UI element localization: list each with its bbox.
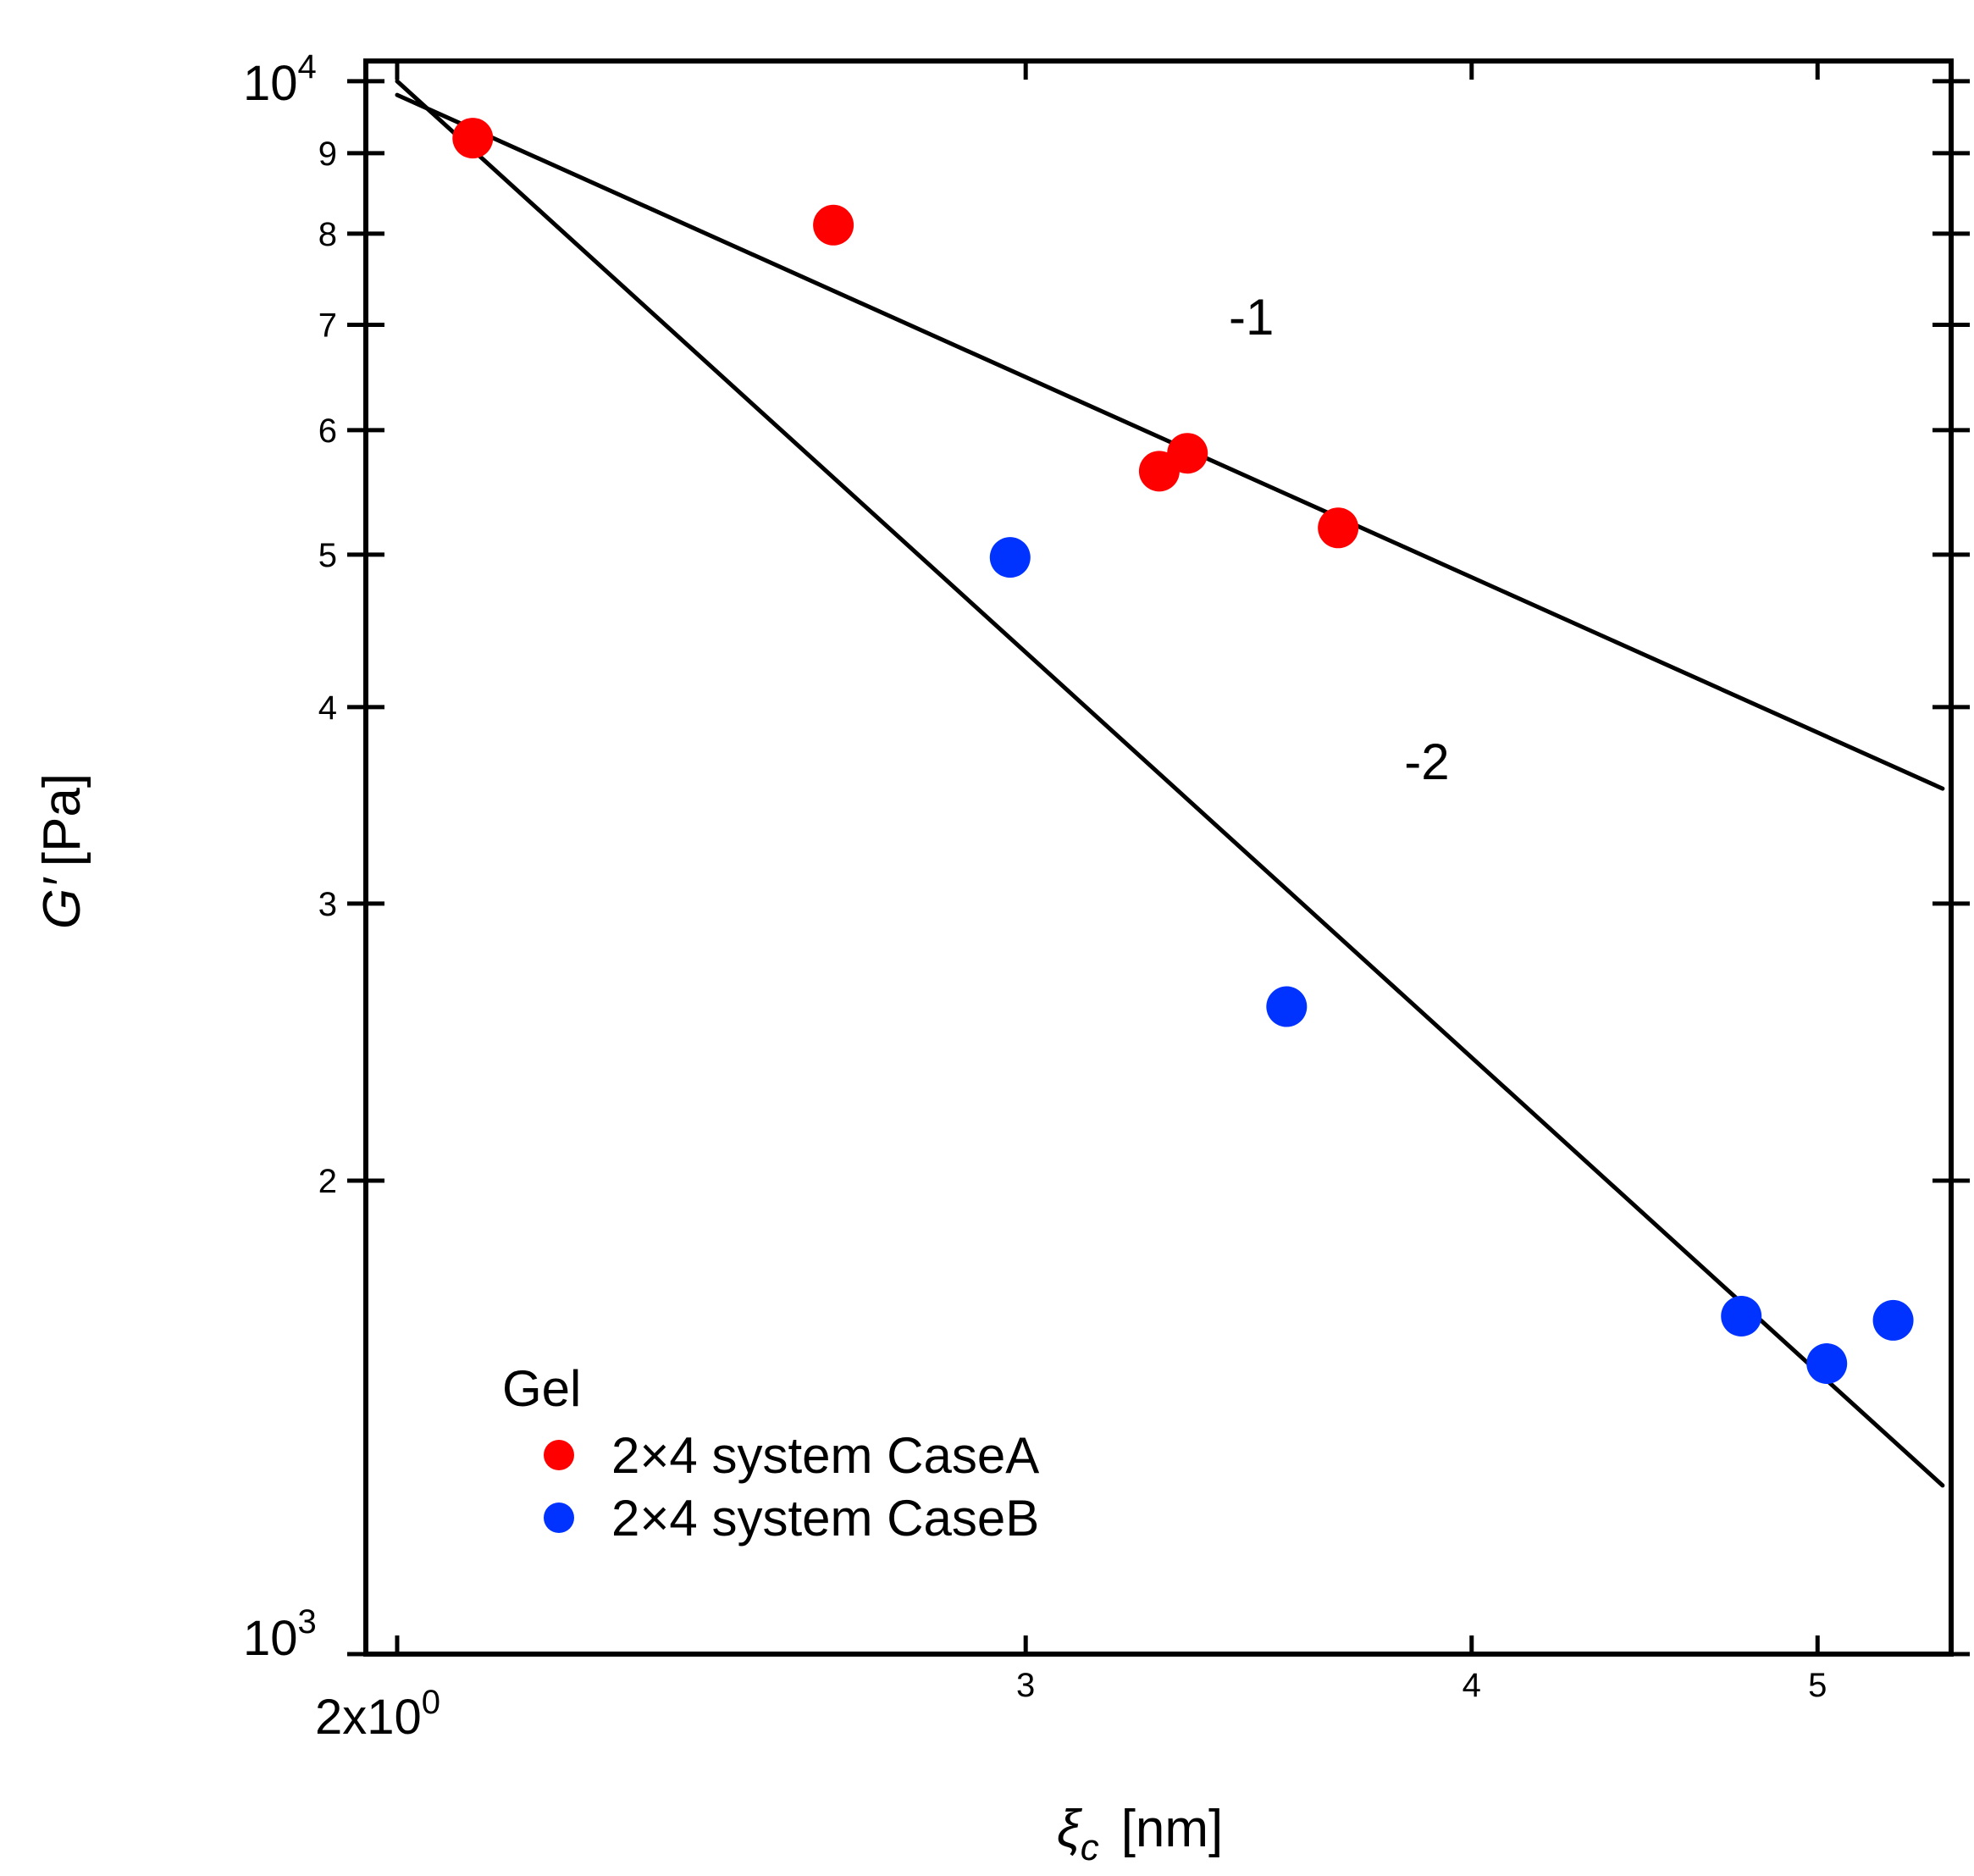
y-tick-label: 9 xyxy=(318,136,337,173)
y-decade-exponent: 4 xyxy=(298,48,317,86)
x-tick-label: 4 xyxy=(1463,1667,1481,1704)
x-tick-label: 5 xyxy=(1808,1667,1827,1704)
x-origin-base: 2x10 xyxy=(315,1690,422,1745)
y-tick-label: 2 xyxy=(318,1163,337,1200)
y-decade-exponent: 3 xyxy=(298,1603,317,1641)
y-tick-label: 7 xyxy=(318,307,337,345)
y-axis-title: G′ [Pa] xyxy=(33,773,91,929)
y-axis-symbol: G′ xyxy=(33,877,91,929)
plot-frame xyxy=(363,58,1954,1657)
x-axis-symbol: ξ xyxy=(1057,1800,1083,1858)
data-point-caseb xyxy=(1872,1299,1914,1341)
x-origin-exponent: 0 xyxy=(422,1684,440,1721)
legend-label-caseb: 2×4 system CaseB xyxy=(611,1490,1039,1547)
data-point-casea xyxy=(1318,507,1359,549)
legend-title: Gel xyxy=(502,1360,581,1417)
data-point-caseb xyxy=(1806,1342,1848,1384)
legend-marker-casea xyxy=(544,1440,574,1470)
y-tick-label: 3 xyxy=(318,886,337,923)
x-axis-subscript: c xyxy=(1081,1827,1099,1868)
y-decade-label-top: 104 xyxy=(243,48,317,111)
y-axis: 2 3 4 5 6 7 8 9 xyxy=(318,79,1970,1657)
y-decade-label-bottom: 103 xyxy=(243,1603,317,1666)
y-tick-label: 8 xyxy=(318,216,337,253)
legend-marker-caseb xyxy=(544,1502,574,1533)
slope-annotation: -2 xyxy=(1404,733,1449,790)
fit-line-slope-1 xyxy=(395,92,1945,791)
x-tick-label: 3 xyxy=(1016,1667,1035,1704)
legend-label-casea: 2×4 system CaseA xyxy=(611,1427,1039,1484)
slope-annotation: -1 xyxy=(1229,289,1274,346)
data-point-casea xyxy=(1167,433,1208,474)
fit-line-slope-2 xyxy=(395,79,1945,1488)
y-tick-label: 5 xyxy=(318,537,337,574)
data-point-caseb xyxy=(1721,1296,1762,1337)
x-axis-title: ξc [nm] xyxy=(1057,1800,1223,1868)
y-decade-base: 10 xyxy=(243,1611,298,1666)
data-points xyxy=(452,118,1914,1384)
x-origin-label: 2x100 xyxy=(315,1684,440,1745)
data-point-casea xyxy=(452,118,494,159)
y-decade-base: 10 xyxy=(243,56,298,111)
data-point-caseb xyxy=(1266,986,1308,1027)
y-tick-label: 4 xyxy=(318,689,337,727)
x-axis: 3 4 5 xyxy=(395,61,1827,1704)
y-axis-unit: [Pa] xyxy=(33,773,91,866)
legend: Gel 2×4 system CaseA 2×4 system CaseB xyxy=(502,1360,1039,1547)
y-tick-label: 6 xyxy=(318,412,337,450)
data-point-caseb xyxy=(989,537,1031,578)
data-point-casea xyxy=(813,204,854,246)
x-axis-unit: [nm] xyxy=(1121,1800,1224,1858)
fit-lines xyxy=(395,79,1945,1488)
